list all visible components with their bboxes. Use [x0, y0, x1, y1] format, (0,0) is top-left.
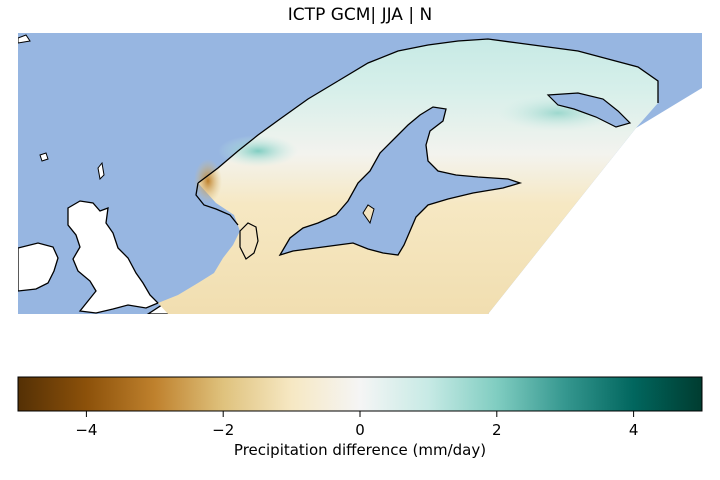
colorbar-ticks: −4 −2 0 2 4 [75, 411, 638, 439]
colorbar-tick-label: 4 [629, 421, 639, 439]
map-panel [18, 33, 702, 314]
faroe-islands [39, 152, 49, 162]
baltic-island-gotland [362, 204, 375, 225]
arctic-coast [337, 38, 659, 103]
land-britain [67, 200, 160, 314]
colorbar-bar [17, 376, 703, 412]
norway-west-coast [195, 182, 239, 226]
baltic-sea [278, 106, 523, 257]
white-sea [546, 92, 632, 128]
colorbar-tick-label: 2 [492, 421, 502, 439]
colorbar-tick-label: 0 [355, 421, 365, 439]
land-ireland [18, 242, 59, 292]
colorbar-tick-label: −2 [212, 421, 234, 439]
land-east [488, 88, 702, 314]
denmark-jutland [239, 222, 259, 260]
colorbar-label: Precipitation difference (mm/day) [233, 441, 487, 459]
colorbar: −4 −2 0 2 4 [17, 376, 703, 439]
wet-anomaly-mountains [218, 135, 298, 167]
dry-anomaly-norway [194, 159, 222, 203]
colorbar-tick-label: −4 [75, 421, 97, 439]
figure-title: ICTP GCM| JJA | N [287, 5, 433, 25]
north-sea-coast [197, 80, 339, 184]
svalbard-tip [18, 34, 31, 44]
shetland [97, 161, 105, 181]
